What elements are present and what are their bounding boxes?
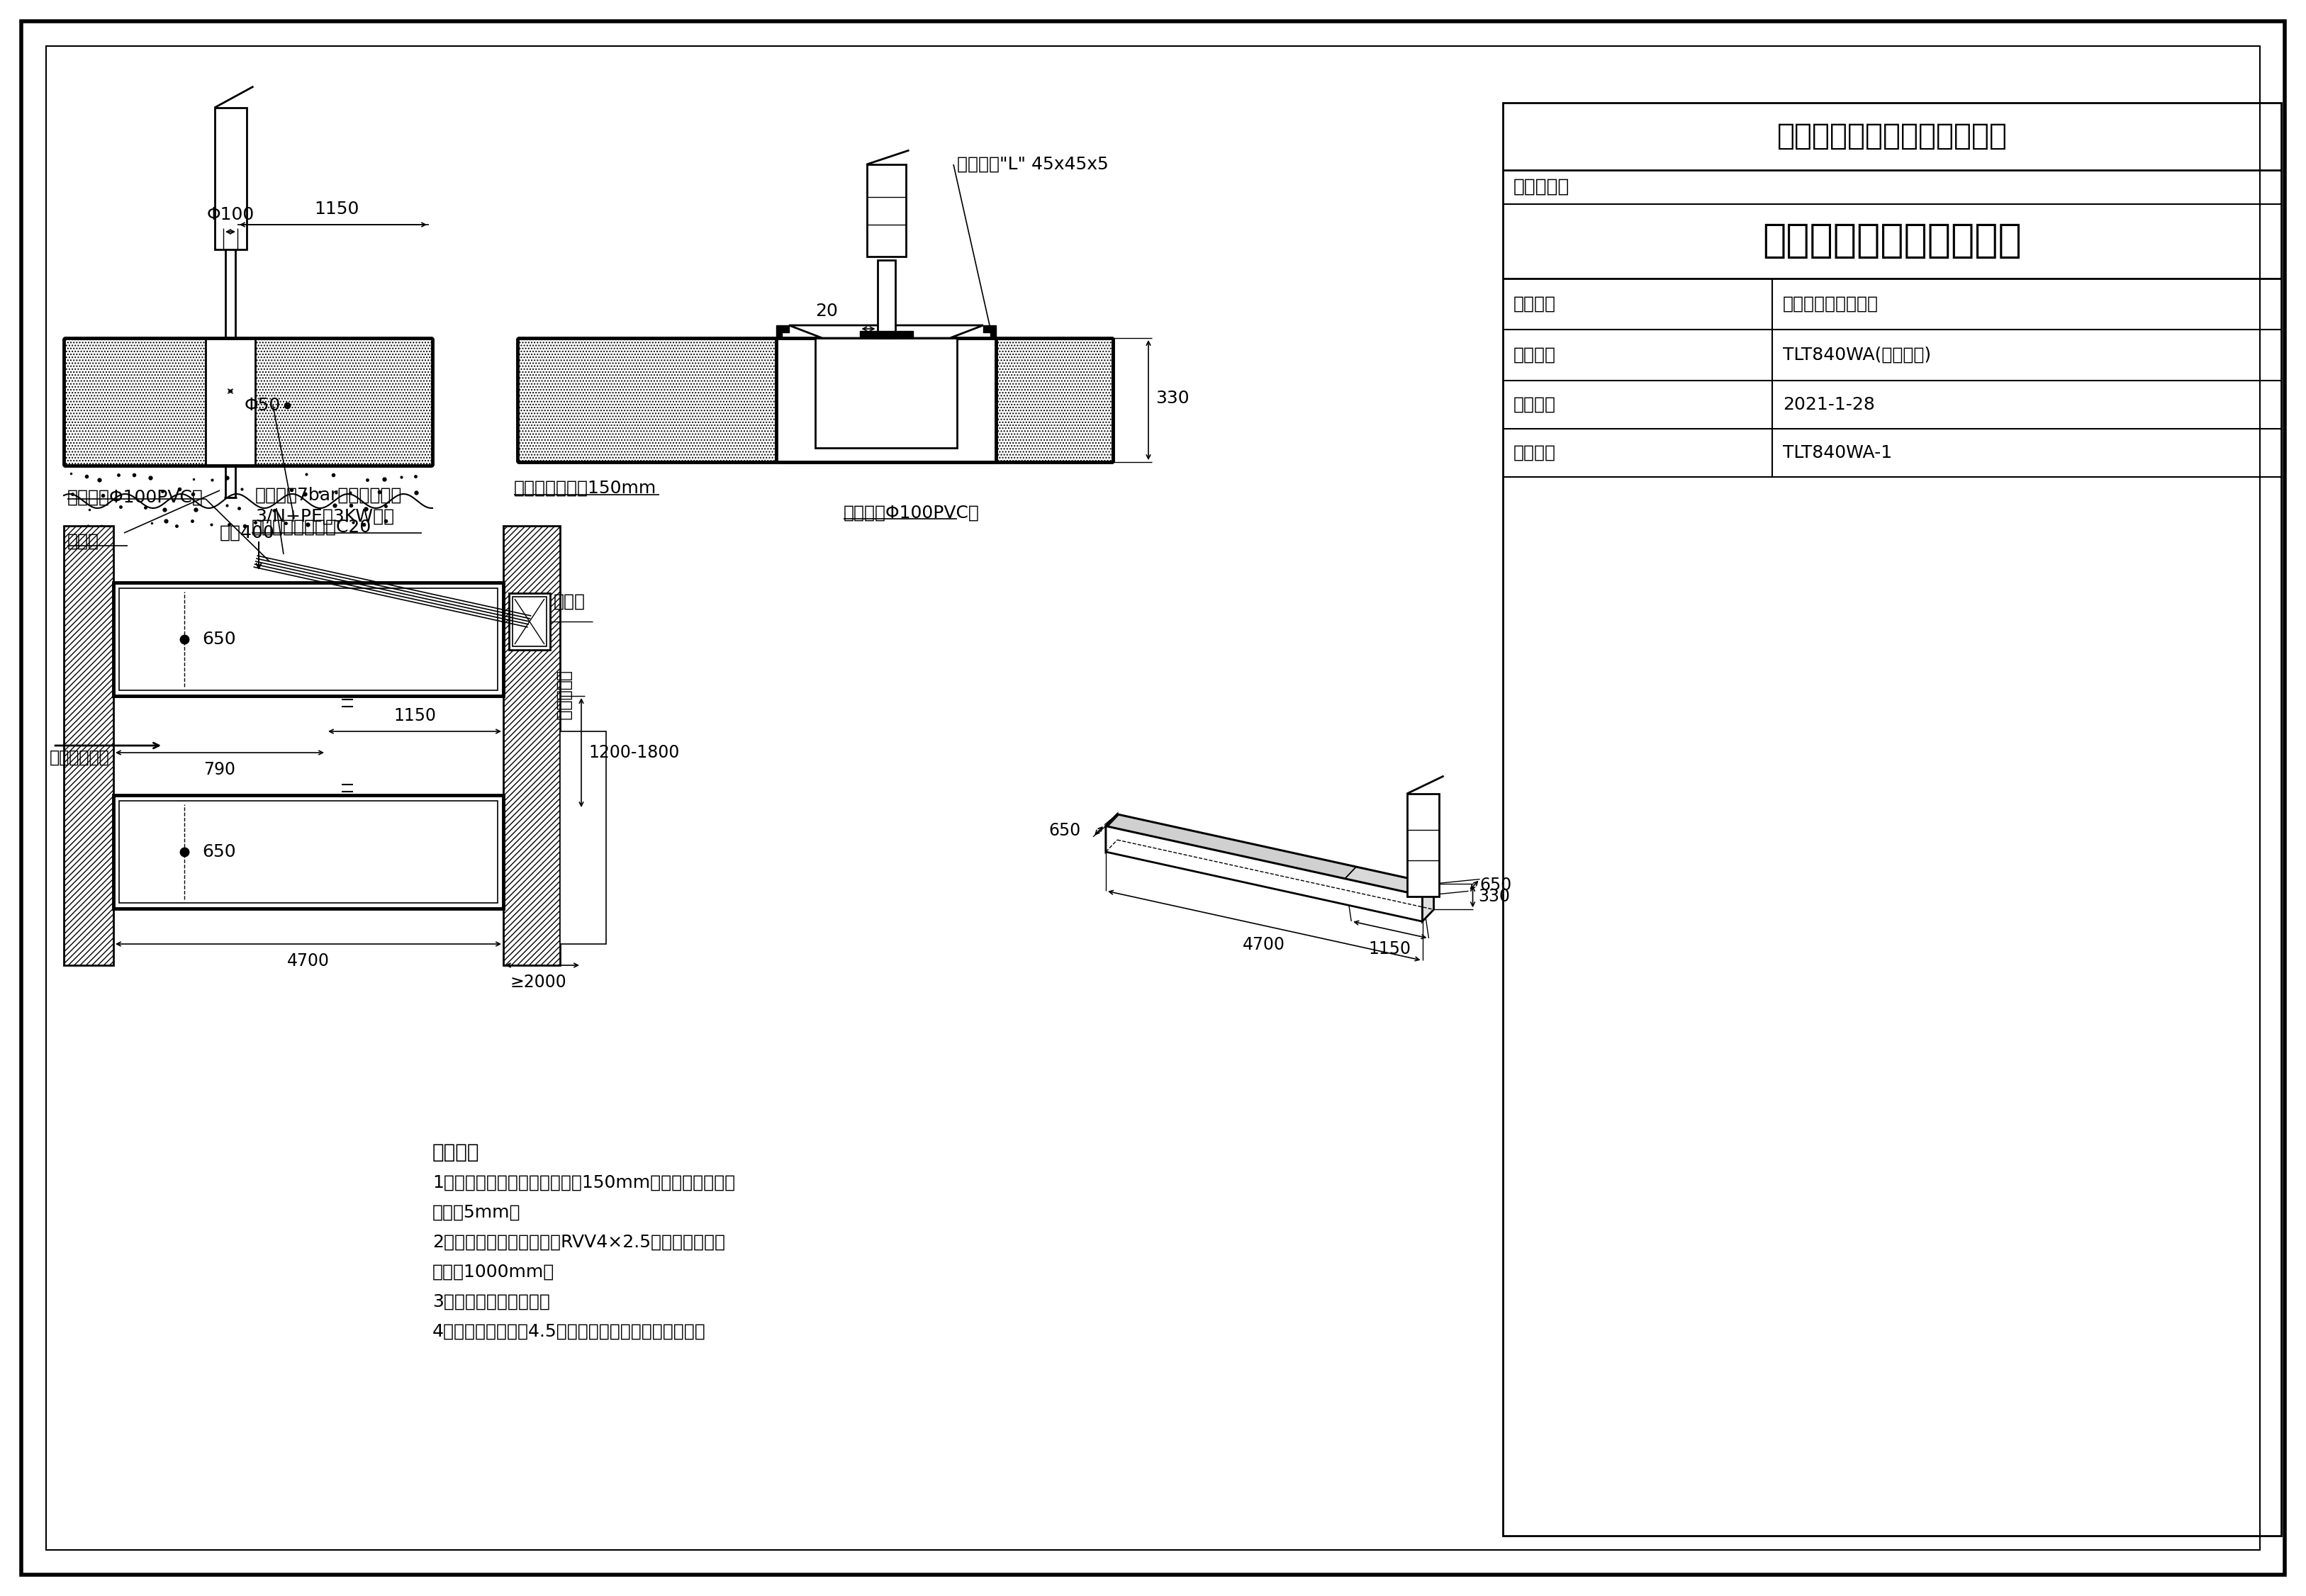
Text: 650: 650 xyxy=(1049,822,1082,839)
Bar xyxy=(816,338,957,448)
Text: 排水口: 排水口 xyxy=(67,533,99,551)
Text: 1150: 1150 xyxy=(1370,940,1411,958)
Text: Φ50: Φ50 xyxy=(244,397,281,413)
Bar xyxy=(120,589,498,691)
Text: 1150: 1150 xyxy=(314,201,360,217)
Text: 图纸名称：: 图纸名称： xyxy=(1513,177,1570,196)
Text: 不小于1000mm；: 不小于1000mm； xyxy=(434,1264,553,1280)
Polygon shape xyxy=(1107,816,1356,878)
Polygon shape xyxy=(1423,884,1434,921)
Polygon shape xyxy=(1107,827,1423,921)
Bar xyxy=(214,107,247,249)
Text: 1150: 1150 xyxy=(394,707,436,725)
Polygon shape xyxy=(777,326,789,338)
Polygon shape xyxy=(65,525,113,966)
Text: 3、控制箱可左右互换；: 3、控制箱可左右互换； xyxy=(434,1293,551,1310)
Text: 预埋内径Φ100PVC管: 预埋内径Φ100PVC管 xyxy=(844,504,980,522)
Text: 650: 650 xyxy=(203,630,235,648)
Text: 4、此地基图适用于4.5米钢板型地藏子母大剪举升机。: 4、此地基图适用于4.5米钢板型地藏子母大剪举升机。 xyxy=(434,1323,706,1341)
Polygon shape xyxy=(1107,814,1434,895)
Text: Φ100: Φ100 xyxy=(208,206,254,223)
Text: 预埋角铁"L" 45x45x5: 预埋角铁"L" 45x45x5 xyxy=(957,156,1109,172)
Polygon shape xyxy=(982,326,996,338)
Text: 预埋内径Φ100PVC管: 预埋内径Φ100PVC管 xyxy=(67,488,203,506)
Bar xyxy=(113,583,503,696)
Text: TLT840WA-1: TLT840WA-1 xyxy=(1783,444,1893,461)
Text: 650: 650 xyxy=(1480,876,1513,894)
Bar xyxy=(1504,102,2281,1535)
Polygon shape xyxy=(1107,814,1116,852)
Text: 四轮定位仪: 四轮定位仪 xyxy=(556,670,572,721)
Text: 控制箱: 控制箱 xyxy=(553,594,586,610)
Polygon shape xyxy=(996,338,1114,463)
Text: 图纸编号: 图纸编号 xyxy=(1513,444,1557,461)
Text: 2、预留电源线规格不低于RVV4×2.5，从出口处长度: 2、预留电源线规格不低于RVV4×2.5，从出口处长度 xyxy=(434,1234,724,1251)
Text: 绘制日期: 绘制日期 xyxy=(1513,396,1557,413)
Text: 3/N+PE，3KW电源: 3/N+PE，3KW电源 xyxy=(256,508,394,525)
Text: 1200-1800: 1200-1800 xyxy=(588,744,680,761)
Text: 790: 790 xyxy=(203,761,235,779)
Polygon shape xyxy=(789,326,982,338)
Bar xyxy=(560,731,606,943)
Bar xyxy=(1407,793,1439,897)
Polygon shape xyxy=(1344,867,1432,895)
Text: 混凝土厚度大于150mm: 混凝土厚度大于150mm xyxy=(514,480,657,496)
Bar xyxy=(113,795,503,908)
Text: 最小400: 最小400 xyxy=(219,525,274,541)
Text: 地藏子母大剪举升机: 地藏子母大剪举升机 xyxy=(1783,295,1879,313)
Text: 产品名称: 产品名称 xyxy=(1513,295,1557,313)
Text: 1、混凝土地基处理厚度不小于150mm，地基平面倾斜度: 1、混凝土地基处理厚度不小于150mm，地基平面倾斜度 xyxy=(434,1175,736,1191)
Bar xyxy=(512,597,547,646)
Bar xyxy=(867,164,906,257)
Bar xyxy=(510,594,551,650)
Text: 650: 650 xyxy=(203,843,235,860)
Text: 产品型号: 产品型号 xyxy=(1513,346,1557,364)
Text: 深圳市元征科技股份有限公司: 深圳市元征科技股份有限公司 xyxy=(1778,121,2006,152)
Text: 不大于5mm；: 不大于5mm； xyxy=(434,1203,521,1221)
Polygon shape xyxy=(503,525,560,966)
Polygon shape xyxy=(517,338,777,463)
Text: 330: 330 xyxy=(1155,389,1190,407)
Text: TLT840WA(钢板型号): TLT840WA(钢板型号) xyxy=(1783,346,1930,364)
Bar xyxy=(876,260,895,338)
Text: 20: 20 xyxy=(816,303,839,319)
Text: 4700: 4700 xyxy=(1243,937,1284,953)
Text: 混凝土强度应达到C20: 混凝土强度应达到C20 xyxy=(251,519,371,536)
Polygon shape xyxy=(256,338,434,466)
Polygon shape xyxy=(65,338,205,466)
Text: 4700: 4700 xyxy=(288,953,330,969)
Text: 330: 330 xyxy=(1478,887,1510,905)
Text: 地藏子母大剪产品地基图: 地藏子母大剪产品地基图 xyxy=(1762,222,2022,260)
Text: 2021-1-28: 2021-1-28 xyxy=(1783,396,1875,413)
Text: 车辆驶入方向: 车辆驶入方向 xyxy=(51,749,111,766)
Bar xyxy=(120,801,498,903)
Text: ≥2000: ≥2000 xyxy=(510,974,567,991)
Text: 用户提供7bar的压缩空气管: 用户提供7bar的压缩空气管 xyxy=(256,487,401,504)
Text: 技术要求: 技术要求 xyxy=(434,1143,480,1162)
Bar xyxy=(860,330,913,338)
